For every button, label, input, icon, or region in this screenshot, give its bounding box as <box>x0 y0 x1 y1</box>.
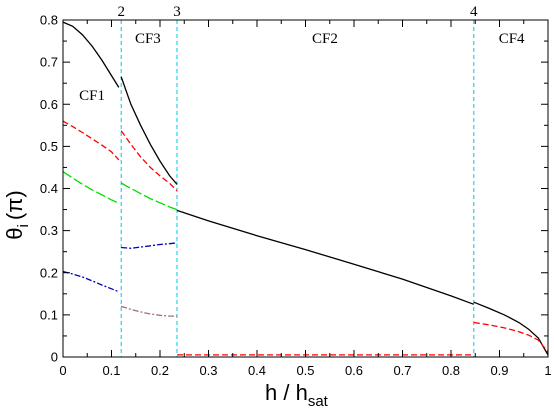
boundary-lines <box>120 20 475 357</box>
y-axis-title-main: θ <box>2 227 27 239</box>
boundary-label-3: 3 <box>173 4 181 20</box>
region-label-cf4: CF4 <box>499 31 525 47</box>
y-axis-title-sub: i <box>15 224 32 227</box>
y-axis-title-unit: (π) <box>2 190 27 220</box>
series-line-13 <box>121 305 177 317</box>
series-line-11 <box>62 270 120 293</box>
x-tick-label-9: 0.9 <box>490 363 508 378</box>
x-axis-title-sub: sat <box>308 393 329 410</box>
series-line-1 <box>62 21 120 88</box>
x-tick-label-7: 0.7 <box>393 363 411 378</box>
region-label-cf3: CF3 <box>135 31 161 47</box>
series-line-3 <box>176 209 475 305</box>
tick-layer: 0 0.1 0.2 0.3 0.4 0.5 0.6 0.7 0.8 0.9 1 0 0.1 0.2 0.3 0… <box>40 13 552 379</box>
y-axis-title-group: θi (π) <box>2 190 32 239</box>
y-tick-label-6: 0.6 <box>40 97 58 112</box>
series-line-12 <box>121 242 178 249</box>
x-tick-label-3: 0.3 <box>199 363 217 378</box>
y-tick-label-2: 0.2 <box>40 265 58 280</box>
x-tick-label-2: 0.2 <box>151 363 169 378</box>
x-tick-label-5: 0.5 <box>296 363 314 378</box>
boundary-label-2: 2 <box>117 4 125 20</box>
plot-frame <box>62 19 549 358</box>
region-label-cf1: CF1 <box>79 88 105 104</box>
y-tick-label-4: 0.4 <box>40 181 58 196</box>
label-layer: 2 3 4 CF1 CF3 CF2 CF4 <box>79 4 525 104</box>
series-line-9 <box>62 171 120 204</box>
y-tick-label-5: 0.5 <box>40 139 58 154</box>
x-tick-label-10: 1 <box>544 363 551 378</box>
y-tick-label-3: 0.3 <box>40 223 58 238</box>
x-axis-title: h / hsat <box>265 380 329 410</box>
y-tick-label-8: 0.8 <box>40 13 58 28</box>
boundary-label-4: 4 <box>470 4 478 20</box>
x-tick-label-8: 0.8 <box>442 363 460 378</box>
series-line-5 <box>62 120 120 161</box>
x-tick-label-6: 0.6 <box>345 363 363 378</box>
y-tick-label-0: 0 <box>51 350 58 365</box>
region-label-cf2: CF2 <box>312 31 338 47</box>
y-tick-label-1: 0.1 <box>40 307 58 322</box>
series-line-2 <box>120 76 178 185</box>
x-axis-title-main: h / h <box>265 380 308 405</box>
series-line-8 <box>473 321 549 353</box>
series-line-10 <box>120 182 178 211</box>
x-tick-label-4: 0.4 <box>248 363 266 378</box>
series-line-4 <box>473 301 549 356</box>
series-line-6 <box>120 130 178 192</box>
y-tick-label-7: 0.7 <box>40 55 58 70</box>
y-axis-title: θi (π) <box>2 190 32 239</box>
x-tick-label-1: 0.1 <box>102 363 120 378</box>
series-layer <box>62 21 549 356</box>
x-tick-label-0: 0 <box>59 363 66 378</box>
